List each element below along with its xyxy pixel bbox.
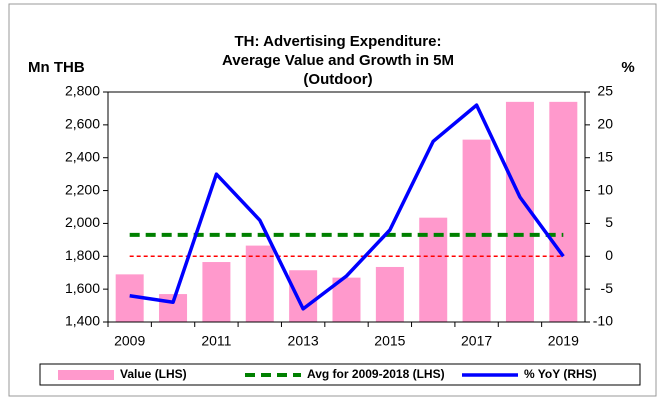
bar — [375, 266, 404, 322]
y-tick-label: 2,000 — [65, 214, 100, 230]
legend — [39, 363, 641, 386]
y2-tick-label: 25 — [597, 83, 613, 99]
y2-tick-label: 20 — [597, 116, 613, 132]
y-tick-label: 1,800 — [65, 247, 100, 263]
y-tick-label: 1,400 — [65, 313, 100, 329]
plot-frame — [107, 91, 586, 323]
bar — [245, 245, 274, 322]
bar — [462, 139, 491, 322]
x-tick-label: 2009 — [114, 333, 145, 349]
legend-label: % YoY (RHS) — [524, 367, 597, 381]
y2-tick-label: 10 — [597, 181, 613, 197]
y2-tick-label: 15 — [597, 148, 613, 164]
legend-swatch — [58, 370, 114, 380]
y2-tick-label: -5 — [601, 280, 614, 296]
bar — [202, 262, 231, 322]
line — [129, 103, 565, 311]
chart-title: Average Value and Growth in 5M — [222, 52, 454, 69]
legend-label: Avg for 2009-2018 (LHS) — [307, 367, 445, 381]
x-tick-label: 2017 — [461, 333, 492, 349]
y-tick-label: 2,600 — [65, 116, 100, 132]
x-tick-label: 2019 — [548, 333, 579, 349]
chart-title: TH: Advertising Expenditure: — [235, 33, 442, 50]
y2-tick-label: 0 — [605, 247, 613, 263]
y2-tick-label: 5 — [605, 214, 613, 230]
y2-axis-label: % — [621, 59, 634, 76]
chart-title: (Outdoor) — [303, 71, 372, 88]
bar — [289, 270, 318, 322]
x-tick-label: 2013 — [288, 333, 319, 349]
y-tick-label: 2,800 — [65, 83, 100, 99]
legend-label: Value (LHS) — [120, 367, 187, 381]
y-tick-label: 2,400 — [65, 148, 100, 164]
y-tick-label: 2,200 — [65, 181, 100, 197]
x-tick-label: 2015 — [374, 333, 405, 349]
x-tick-label: 2011 — [201, 333, 231, 349]
bar — [549, 101, 578, 322]
y-tick-label: 1,600 — [65, 280, 100, 296]
chart-frame — [8, 3, 657, 397]
y2-tick-label: -10 — [593, 313, 613, 329]
y-axis-label: Mn THB — [28, 59, 85, 76]
